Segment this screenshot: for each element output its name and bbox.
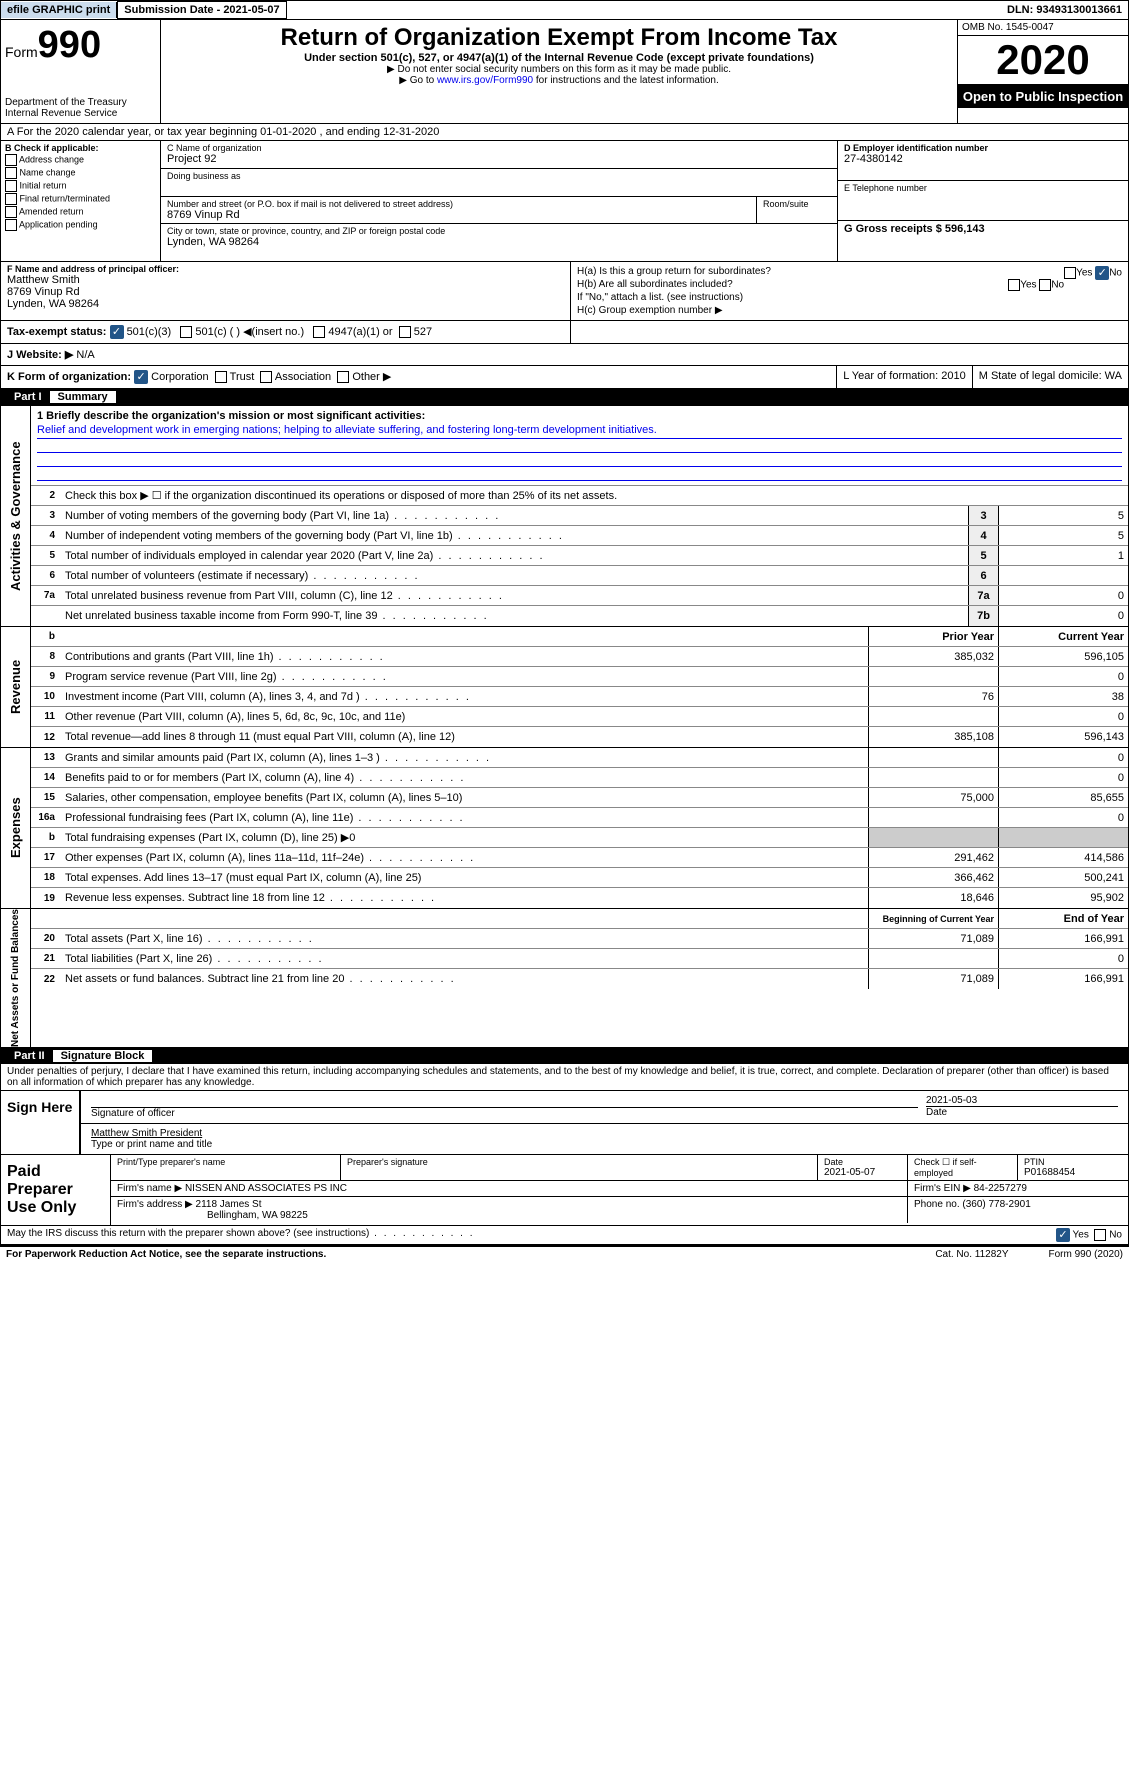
part2-header: Part IISignature Block: [0, 1048, 1129, 1064]
col-c-org-info: C Name of organization Project 92 Doing …: [161, 141, 838, 261]
efile-button[interactable]: efile GRAPHIC print: [1, 2, 117, 18]
py-18: 366,462: [868, 868, 998, 887]
py-15: 75,000: [868, 788, 998, 807]
summary-table: Activities & Governance 1 Briefly descri…: [0, 405, 1129, 627]
check-icon: ✓: [134, 370, 148, 384]
val-4: 5: [998, 526, 1128, 545]
ptin: P01688454: [1024, 1167, 1122, 1178]
py-20: 71,089: [868, 929, 998, 948]
cy-17: 414,586: [998, 848, 1128, 867]
form-header: Form990 Department of the Treasury Inter…: [0, 20, 1129, 124]
py-12: 385,108: [868, 727, 998, 747]
val-3: 5: [998, 506, 1128, 525]
signature-section: Under penalties of perjury, I declare th…: [0, 1064, 1129, 1245]
cy-10: 38: [998, 687, 1128, 706]
cy-22: 166,991: [998, 969, 1128, 989]
firm-name: NISSEN AND ASSOCIATES PS INC: [185, 1183, 347, 1194]
top-bar: efile GRAPHIC print Submission Date - 20…: [0, 0, 1129, 20]
py-8: 385,032: [868, 647, 998, 666]
row-a-period: A For the 2020 calendar year, or tax yea…: [0, 124, 1129, 141]
py-19: 18,646: [868, 888, 998, 908]
cb-name-change[interactable]: Name change: [5, 167, 156, 179]
org-name: Project 92: [167, 153, 831, 165]
cy-18: 500,241: [998, 868, 1128, 887]
col-b-checkboxes: B Check if applicable: Address change Na…: [1, 141, 161, 261]
firm-ein: 84-2257279: [974, 1183, 1027, 1194]
cy-20: 166,991: [998, 929, 1128, 948]
part1-header: Part ISummary: [0, 389, 1129, 405]
org-city: Lynden, WA 98264: [167, 236, 831, 248]
dept-label: Department of the Treasury Internal Reve…: [5, 97, 156, 119]
section-officer: F Name and address of principal officer:…: [0, 262, 1129, 321]
discuss-row: May the IRS discuss this return with the…: [1, 1225, 1128, 1244]
cb-app-pending[interactable]: Application pending: [5, 219, 156, 231]
cy-8: 596,105: [998, 647, 1128, 666]
form-number: Form990: [5, 24, 156, 67]
section-tax-status: Tax-exempt status: ✓ 501(c)(3) 501(c) ( …: [0, 321, 1129, 344]
officer-name: Matthew Smith: [7, 274, 564, 286]
cy-19: 95,902: [998, 888, 1128, 908]
check-icon: ✓: [110, 325, 124, 339]
side-expenses: Expenses: [1, 748, 31, 908]
check-icon: ✓: [1095, 266, 1109, 280]
submission-date: Submission Date - 2021-05-07: [117, 1, 286, 19]
py-17: 291,462: [868, 848, 998, 867]
val-7a: 0: [998, 586, 1128, 605]
open-public-badge: Open to Public Inspection: [958, 85, 1128, 108]
sign-here-label: Sign Here: [1, 1091, 81, 1154]
form-subtitle: Under section 501(c), 527, or 4947(a)(1)…: [165, 52, 953, 64]
omb-number: OMB No. 1545-0047: [958, 20, 1128, 36]
row-k-org-form: K Form of organization: ✓ Corporation Tr…: [0, 366, 1129, 389]
section-identity: B Check if applicable: Address change Na…: [0, 141, 1129, 262]
tax-year: 2020: [958, 36, 1128, 85]
val-7b: 0: [998, 606, 1128, 626]
side-revenue: Revenue: [1, 627, 31, 747]
mission-text: Relief and development work in emerging …: [37, 422, 1122, 439]
year-formation: L Year of formation: 2010: [836, 366, 972, 388]
note-ssn: ▶ Do not enter social security numbers o…: [165, 64, 953, 75]
ein-value: 27-4380142: [844, 153, 1122, 165]
page-footer: For Paperwork Reduction Act Notice, see …: [0, 1245, 1129, 1262]
note-link: ▶ Go to www.irs.gov/Form990 for instruct…: [165, 75, 953, 86]
cb-amended[interactable]: Amended return: [5, 206, 156, 218]
cb-initial-return[interactable]: Initial return: [5, 180, 156, 192]
dln: DLN: 93493130013661: [1001, 2, 1128, 18]
state-domicile: M State of legal domicile: WA: [972, 366, 1128, 388]
val-5: 1: [998, 546, 1128, 565]
form-title: Return of Organization Exempt From Incom…: [165, 24, 953, 52]
row-website: J Website: ▶ N/A: [0, 344, 1129, 366]
irs-link[interactable]: www.irs.gov/Form990: [437, 75, 533, 86]
check-icon: ✓: [1056, 1228, 1070, 1242]
h-b: H(b) Are all subordinates included? Yes …: [577, 279, 1122, 290]
cb-final-return[interactable]: Final return/terminated: [5, 193, 156, 205]
py-22: 71,089: [868, 969, 998, 989]
org-address: 8769 Vinup Rd: [167, 209, 750, 221]
gross-receipts: G Gross receipts $ 596,143: [844, 223, 1122, 235]
side-net-assets: Net Assets or Fund Balances: [1, 909, 31, 1047]
firm-phone: Phone no. (360) 778-2901: [908, 1197, 1128, 1223]
cy-15: 85,655: [998, 788, 1128, 807]
py-10: 76: [868, 687, 998, 706]
perjury-declaration: Under penalties of perjury, I declare th…: [1, 1064, 1128, 1090]
side-governance: Activities & Governance: [1, 406, 31, 626]
col-d-ein: D Employer identification number 27-4380…: [838, 141, 1128, 261]
h-a: H(a) Is this a group return for subordin…: [577, 266, 1122, 277]
officer-name-title: Matthew Smith President: [91, 1128, 212, 1139]
cy-12: 596,143: [998, 727, 1128, 747]
h-c: H(c) Group exemption number ▶: [577, 305, 1122, 316]
cb-address-change[interactable]: Address change: [5, 154, 156, 166]
paid-preparer-label: Paid Preparer Use Only: [1, 1155, 111, 1225]
